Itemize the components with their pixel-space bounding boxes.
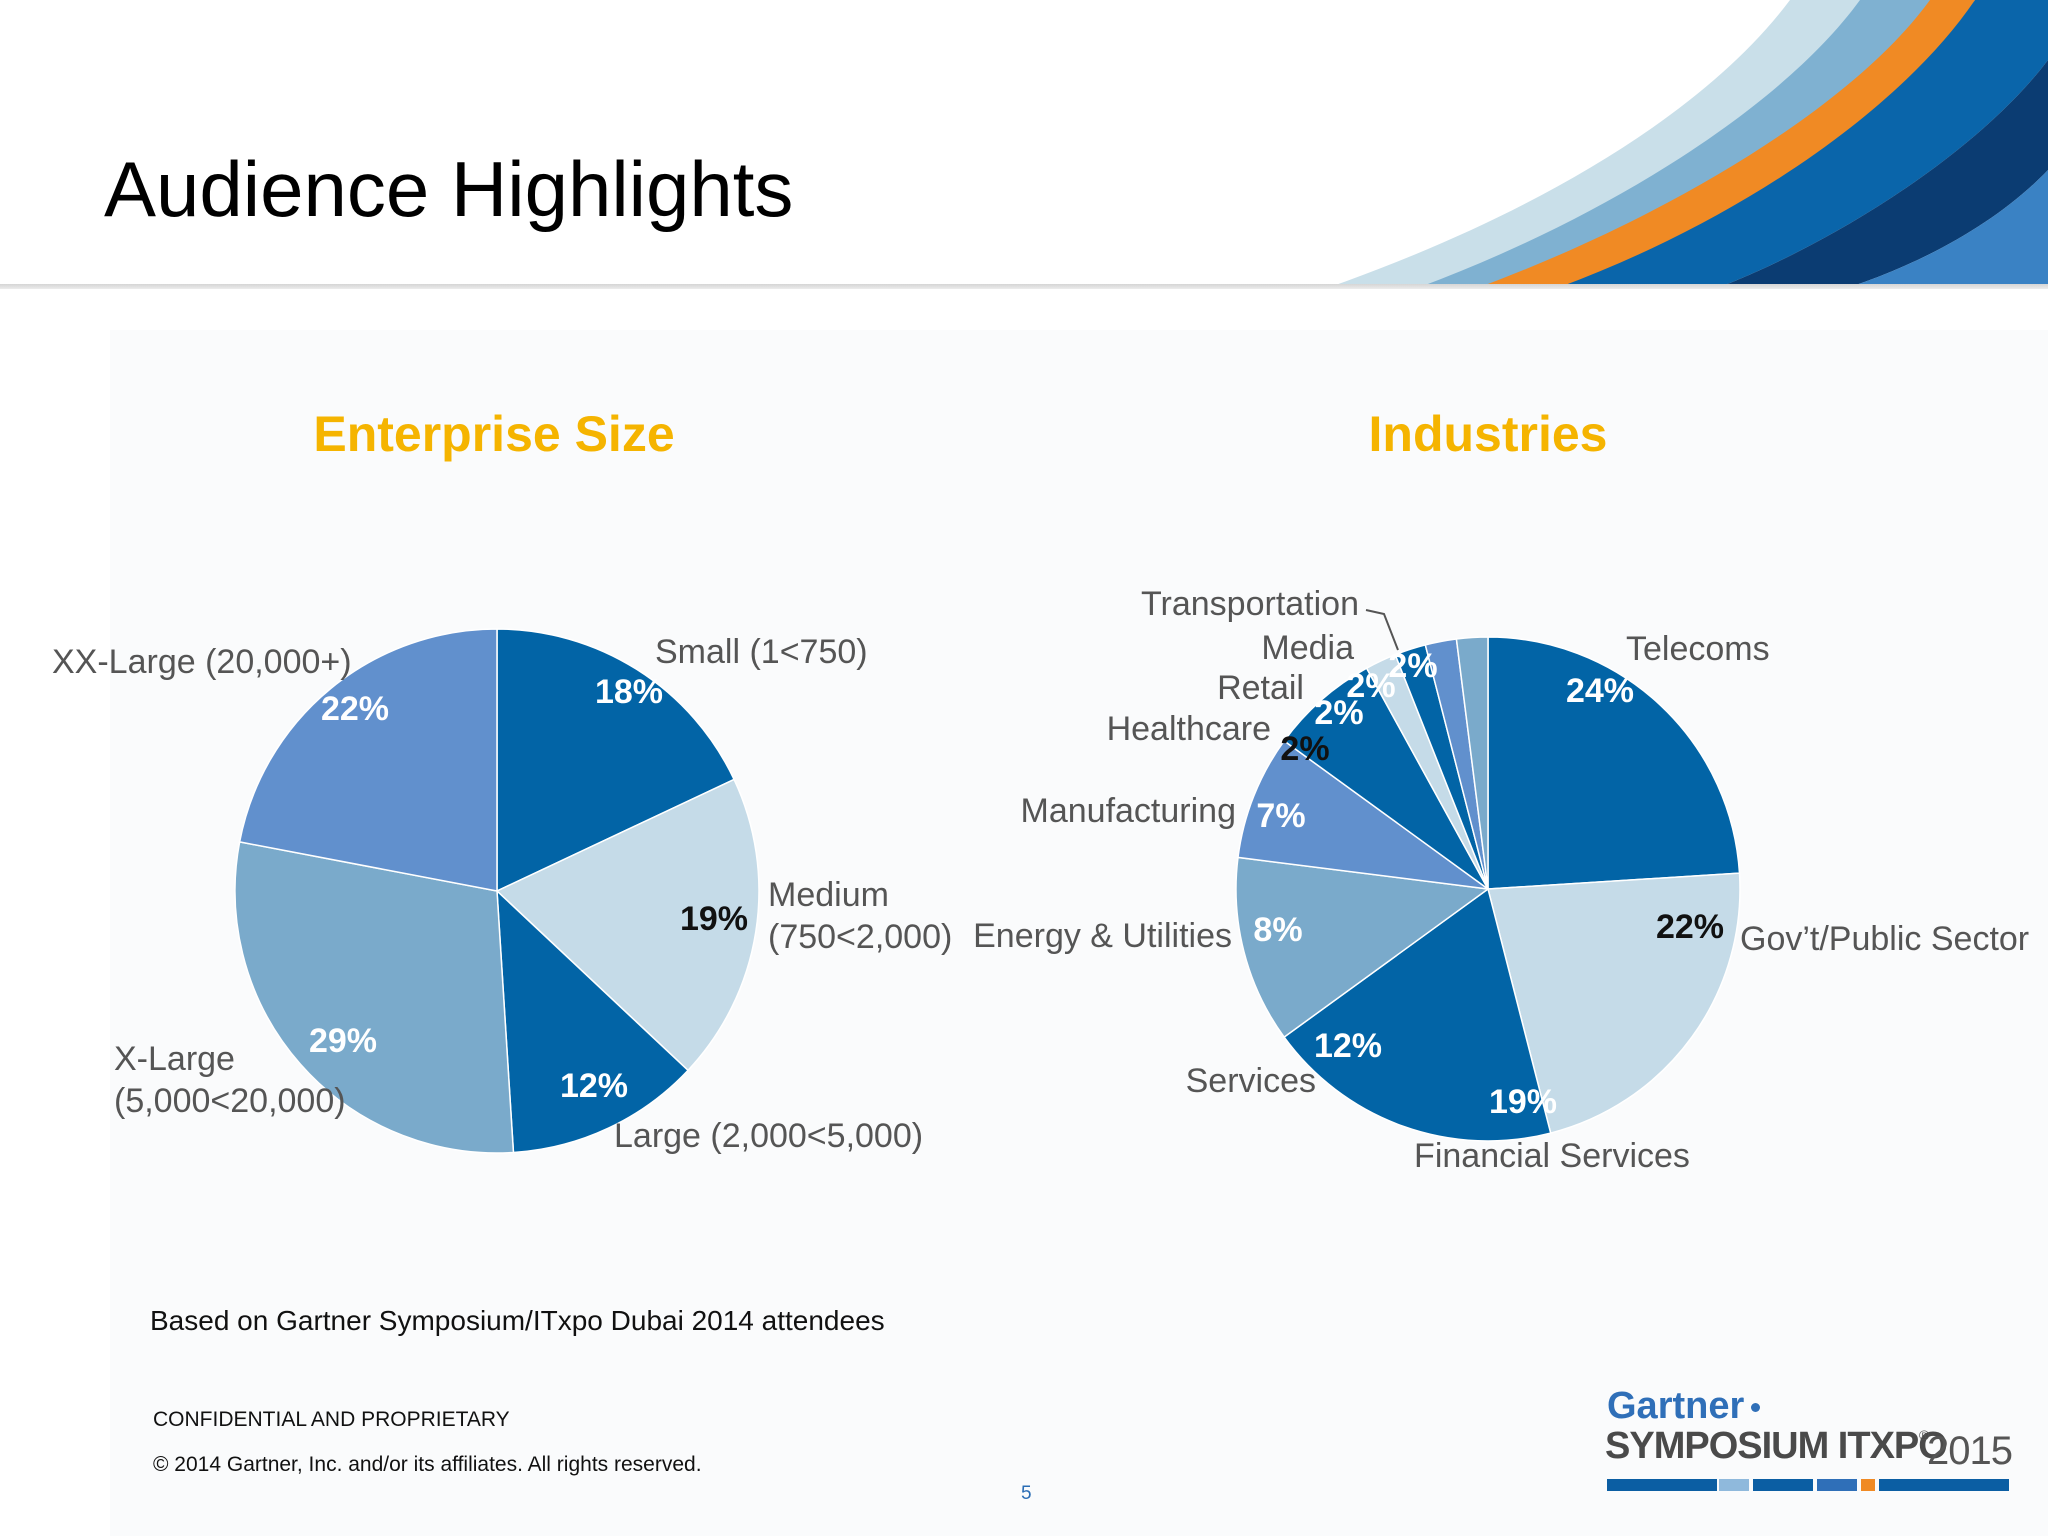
logo-bar-4 (1817, 1479, 1857, 1491)
leader-line-1 (1365, 609, 1399, 651)
pie-category-label-0-0: Small (1<750) (655, 633, 868, 671)
pie-category-label-1-8: Media (1261, 629, 1354, 667)
pie-category-label-1-5: Manufacturing (1021, 792, 1236, 830)
pie-category-label-1-6: Healthcare (1107, 710, 1271, 748)
pie-category-label-1-9: Transportation (1141, 585, 1359, 623)
logo-year: 2015 (1927, 1429, 2013, 1473)
confidential-label: CONFIDENTIAL AND PROPRIETARY (153, 1408, 510, 1431)
pie-value-label-0-0: 18% (595, 673, 663, 711)
chart-title-enterprise-size: Enterprise Size (313, 406, 675, 462)
pie-slice-0-2 (496, 889, 690, 1154)
header-divider (0, 284, 2048, 289)
pie-slice-0-0 (496, 628, 736, 893)
logo-bar-1 (1607, 1479, 1717, 1491)
pie-value-label-0-2: 12% (560, 1067, 628, 1105)
pie-slice-1-2 (1283, 887, 1552, 1142)
pie-value-label-1-4: 8% (1253, 911, 1302, 949)
pie-slice-0-4 (238, 628, 498, 892)
pie-value-label-1-6: 2% (1280, 730, 1329, 768)
pie-value-label-1-9: 2% (1388, 647, 1437, 685)
pie-slice-1-4 (1237, 739, 1489, 890)
pie-category-label-1-2: Financial Services (1414, 1137, 1690, 1175)
pie-slice-0-1 (495, 778, 760, 1072)
pie-value-label-1-8: 2% (1346, 667, 1395, 705)
pie-category-label-1-0: Telecoms (1626, 630, 1770, 668)
pie-slice-1-0 (1487, 636, 1741, 890)
pie-value-label-0-3: 29% (309, 1022, 377, 1060)
source-note: Based on Gartner Symposium/ITxpo Dubai 2… (150, 1305, 885, 1336)
pie-value-label-1-2: 19% (1489, 1083, 1557, 1121)
pie-category-label-1-7: Retail (1217, 669, 1304, 707)
copyright-text: © 2014 Gartner, Inc. and/or its affiliat… (153, 1453, 702, 1476)
pie-category-label-1-3: Services (1186, 1062, 1316, 1100)
pie-value-label-1-3: 12% (1314, 1027, 1382, 1065)
chart-title-industries: Industries (1368, 406, 1608, 462)
logo-bar-3 (1753, 1479, 1813, 1491)
pie-category-label-0-1-line2: (750<2,000) (768, 918, 952, 956)
logo-registered-mark: ® (1919, 1427, 1930, 1443)
logo-bar-5 (1861, 1479, 1875, 1491)
pie-value-label-1-1: 22% (1656, 908, 1724, 946)
page-title: Audience Highlights (104, 145, 794, 233)
gartner-symposium-logo: Gartner SYMPOSIUM ITXPO ® 2015 (1605, 1385, 2015, 1495)
pie-value-label-1-0: 24% (1566, 672, 1634, 710)
pie-category-label-1-4: Energy & Utilities (973, 917, 1232, 955)
pie-slice-1-1 (1487, 872, 1741, 1134)
pie-category-label-0-1: Medium (768, 876, 889, 914)
pie-category-label-1-1: Gov’t/Public Sector (1740, 920, 2029, 958)
logo-bar-2 (1719, 1479, 1749, 1491)
pie-value-label-0-1: 19% (680, 900, 748, 938)
pie-slice-0-3 (234, 841, 515, 1154)
pie-value-label-0-4: 22% (321, 690, 389, 728)
pie-category-label-0-3: X-Large (114, 1040, 235, 1078)
logo-product: SYMPOSIUM ITXPO (1605, 1425, 1948, 1467)
pie-slice-1-5 (1283, 667, 1489, 890)
page-number: 5 (1021, 1483, 1032, 1504)
logo-brand: Gartner (1607, 1385, 1745, 1427)
logo-dot (1751, 1403, 1760, 1412)
pie-slice-1-9 (1455, 636, 1489, 890)
pie-value-label-1-7: 2% (1314, 694, 1363, 732)
pie-category-label-0-2: Large (2,000<5,000) (614, 1117, 923, 1155)
logo-bar-6 (1879, 1479, 2009, 1491)
pie-category-label-0-4: XX-Large (20,000+) (52, 643, 352, 681)
pie-value-label-1-5: 7% (1256, 797, 1305, 835)
pie-slice-1-3 (1235, 856, 1490, 1039)
pie-category-label-0-3-line2: (5,000<20,000) (114, 1082, 346, 1120)
header-swoosh-graphic (1330, 0, 2048, 287)
